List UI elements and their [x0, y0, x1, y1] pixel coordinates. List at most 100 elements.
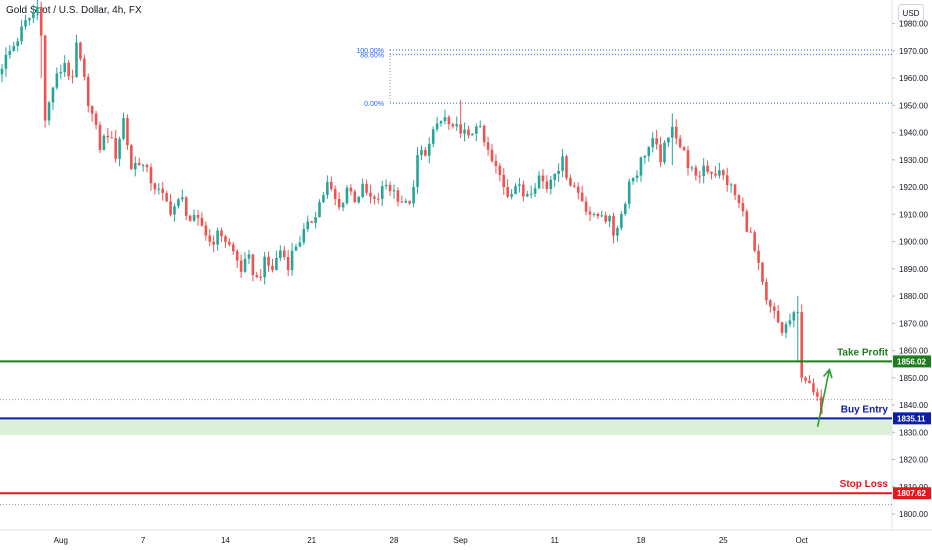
target-arrow-shaft [816, 369, 831, 427]
candle-body [725, 175, 729, 186]
candle-body [177, 199, 180, 207]
candle-body [808, 380, 811, 384]
candle-body [337, 199, 341, 208]
candle-body [369, 192, 372, 197]
candle-body [251, 254, 255, 276]
y-tick-label: 1980.00 [899, 20, 928, 29]
candle-body [20, 26, 23, 42]
y-tick-label: 1910.00 [899, 210, 928, 219]
candle-body [353, 191, 357, 203]
candle-body [90, 106, 94, 114]
candle-body [780, 322, 784, 333]
candle-body [333, 188, 337, 200]
fib-level-label: 100.00% [356, 48, 384, 55]
candle-body [94, 113, 98, 125]
candle-body [580, 192, 584, 202]
candle-body [310, 221, 313, 223]
candle-body [114, 137, 117, 159]
candle-body [67, 62, 70, 77]
x-tick-label: 21 [307, 536, 316, 545]
candle-body [745, 211, 749, 232]
candle-body [576, 186, 580, 193]
candle-body [655, 138, 658, 145]
candle-body [255, 275, 259, 277]
candle-body [533, 188, 537, 194]
candle-body [216, 230, 219, 245]
y-tick-label: 1840.00 [899, 401, 928, 410]
candle-body [106, 135, 110, 138]
candle-body [486, 142, 490, 150]
candle-body [792, 312, 796, 321]
candle-body [482, 125, 486, 143]
candle-body [239, 260, 243, 272]
candle-body [412, 186, 415, 204]
candle-body [678, 138, 682, 148]
target-arrow-icon [822, 367, 833, 379]
candle-body [522, 184, 525, 197]
candle-body [690, 167, 694, 169]
candle-body [569, 178, 572, 186]
candle-body [749, 231, 753, 233]
candle-body [741, 203, 745, 212]
candle-body [275, 257, 278, 271]
fib-level-label: 88.60% [360, 53, 384, 60]
candle-body [776, 310, 780, 323]
candle-body [651, 138, 655, 148]
candle-body [345, 187, 349, 204]
candle-body [224, 236, 227, 242]
candle-body [79, 42, 82, 59]
candle-body [698, 175, 702, 177]
candle-body [796, 312, 800, 314]
candle-body [220, 230, 223, 237]
candle-body [769, 300, 772, 307]
currency-button[interactable]: USD [898, 4, 924, 22]
candle-body [635, 175, 639, 178]
candle-body [525, 194, 529, 197]
candle-body [282, 250, 286, 258]
candle-body [424, 149, 427, 156]
x-tick-label: Sep [454, 536, 469, 545]
candle-body [816, 392, 819, 397]
price-tag-label: 1807.62 [897, 489, 926, 498]
candle-body [765, 281, 768, 301]
x-tick-label: 14 [221, 536, 230, 545]
candle-body [302, 229, 306, 243]
candle-body [471, 133, 474, 136]
candle-body [181, 197, 184, 200]
candle-body [157, 188, 161, 190]
candle-body [710, 171, 713, 174]
candle-body [243, 258, 247, 272]
candle-body [529, 193, 533, 195]
candle-body [75, 42, 78, 77]
candle-body [0, 68, 4, 75]
price-tag [893, 355, 931, 368]
candle-body [729, 184, 733, 186]
candle-body [392, 190, 396, 192]
candle-body [804, 377, 807, 381]
candle-body [212, 241, 215, 245]
candle-body [329, 181, 333, 189]
candle-body [145, 164, 149, 168]
candle-body [165, 193, 168, 202]
candle-body [627, 181, 631, 204]
candle-body [573, 185, 576, 187]
candle-body [620, 214, 623, 229]
candle-body [102, 135, 106, 150]
candle-body [733, 184, 737, 196]
candle-body [721, 170, 725, 176]
y-tick-label: 1960.00 [899, 74, 928, 83]
y-tick-label: 1850.00 [899, 374, 928, 383]
candle-body [204, 225, 208, 236]
candle-body [545, 181, 549, 190]
candle-body [43, 35, 47, 121]
x-tick-label: 7 [141, 536, 146, 545]
candle-body [192, 214, 196, 221]
candle-body [86, 76, 90, 107]
candle-body [706, 165, 709, 172]
candle-body [208, 235, 212, 242]
candle-body [32, 12, 35, 19]
y-tick-label: 1860.00 [899, 347, 928, 356]
level-label-take-profit: Take Profit [837, 347, 889, 358]
